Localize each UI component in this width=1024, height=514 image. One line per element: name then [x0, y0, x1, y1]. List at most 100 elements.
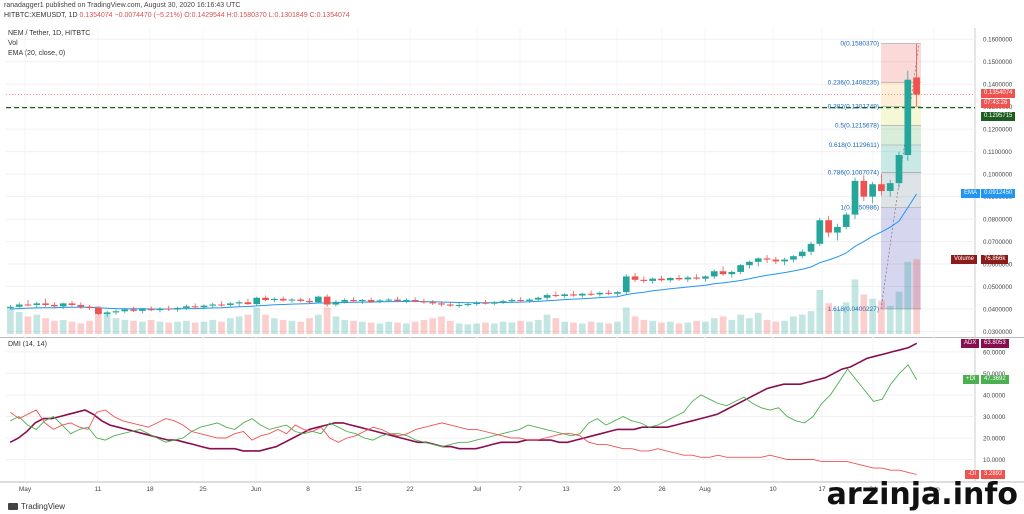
fib-level-label: 1(0.0850986)	[840, 205, 879, 212]
volume-bar	[834, 309, 841, 334]
volume-bar	[244, 314, 252, 334]
candle-body	[235, 302, 243, 304]
candle-body	[790, 256, 797, 260]
volume-bar	[15, 312, 23, 334]
candle-body	[244, 302, 252, 305]
candle-body	[834, 226, 841, 233]
volume-bar	[886, 305, 894, 334]
fib-level-label: 0.5(0.1215678)	[835, 123, 879, 130]
candle-body	[429, 302, 437, 304]
candle-body	[640, 279, 648, 281]
candle-body	[710, 271, 718, 277]
dmi-series-line	[10, 364, 918, 448]
volume-bar	[702, 321, 709, 334]
candle-body	[227, 303, 234, 305]
candle-body	[209, 304, 217, 306]
candle-body	[218, 304, 225, 306]
candle-body	[754, 258, 762, 262]
candle-body	[763, 258, 771, 260]
chart-legend-title[interactable]: NEM / Tether, 1D, HITBTC	[8, 30, 91, 37]
volume-bar	[851, 279, 859, 334]
volume-bar	[526, 321, 533, 334]
price-tick-label: 0.0400000	[983, 307, 1013, 314]
price-tick-label: 0.1200000	[983, 127, 1013, 134]
volume-bar	[235, 316, 243, 334]
volume-bar	[270, 318, 278, 334]
pdi-value-badge: 47.3692	[981, 375, 1009, 385]
volume-bar	[754, 312, 762, 334]
candle-body	[587, 293, 595, 295]
dmi-legend[interactable]: DMI (14, 14)	[8, 341, 47, 348]
change-label: −0.0074470 (−5.21%)	[114, 12, 183, 19]
volume-bar	[24, 316, 32, 334]
candle-body	[139, 309, 146, 311]
volume-bar	[358, 321, 366, 334]
dmi-tick-label: 20.0000	[983, 435, 1006, 442]
time-tick-label: 10	[769, 486, 777, 493]
volume-bar	[227, 318, 234, 334]
candle-body	[33, 303, 41, 305]
volume-bar	[279, 319, 287, 334]
volume-bar	[490, 323, 498, 334]
candle-body	[728, 271, 736, 275]
candle-body	[86, 306, 93, 308]
time-tick-label: 24	[869, 486, 877, 493]
candle-body	[367, 300, 375, 302]
candle-body	[614, 292, 621, 294]
volume-bar	[517, 320, 525, 334]
candle-body	[77, 304, 85, 307]
close-label: C:0.1354074	[309, 12, 350, 19]
volume-bar	[174, 321, 181, 334]
candle-body	[112, 311, 120, 313]
dmi-tick-label: 40.0000	[983, 392, 1006, 399]
volume-bar	[640, 319, 648, 334]
volume-bar	[878, 300, 885, 334]
time-tick-label: 7	[518, 486, 522, 493]
candle-body	[15, 304, 23, 307]
candle-body	[402, 300, 410, 302]
adx-value-badge: 63.8053	[981, 338, 1009, 348]
price-tick-label: 0.1000000	[983, 172, 1013, 179]
candle-body	[570, 294, 577, 296]
candle-body	[605, 292, 613, 294]
volume-bar	[402, 323, 410, 334]
candle-body	[807, 243, 815, 252]
high-label: H:0.1580370	[226, 12, 267, 19]
volume-bar	[262, 314, 269, 334]
candle-body	[693, 277, 700, 279]
candle-body	[526, 299, 533, 301]
volume-bar	[895, 291, 903, 334]
tradingview-logo[interactable]: TradingView	[8, 502, 65, 511]
adx-label-badge: ADX	[961, 338, 980, 348]
volume-legend[interactable]: Vol	[8, 40, 18, 47]
candle-body	[411, 300, 419, 302]
volume-bar	[77, 323, 85, 334]
fib-level-label: 0(0.1580370)	[840, 41, 879, 48]
volume-bar	[614, 321, 621, 334]
volume-bar	[763, 319, 771, 334]
candle-body	[772, 259, 780, 262]
ema-legend[interactable]: EMA (20, close, 0)	[8, 50, 66, 57]
volume-bar	[455, 323, 463, 334]
candle-body	[895, 155, 903, 184]
candle-body	[842, 214, 850, 227]
candle-body	[464, 304, 472, 306]
fib-level-label: 0.618(0.1129611)	[829, 142, 879, 149]
candle-body	[490, 302, 498, 304]
candle-body	[420, 301, 428, 303]
volume-bar	[816, 290, 824, 334]
time-tick-label: 22	[406, 486, 414, 493]
candle-body	[200, 305, 208, 308]
volume-bar	[95, 305, 102, 334]
volume-bar	[130, 320, 137, 334]
candle-body	[446, 304, 454, 306]
volume-bar	[253, 307, 261, 334]
price-tick-label: 0.1500000	[983, 59, 1013, 66]
fib-zone	[881, 106, 921, 126]
fib-level-label: 0.382(0.1301749)	[828, 103, 879, 110]
volume-bar	[631, 316, 639, 334]
volume-bar	[543, 314, 551, 334]
volume-bar	[508, 322, 516, 334]
volume-bar	[191, 322, 199, 334]
